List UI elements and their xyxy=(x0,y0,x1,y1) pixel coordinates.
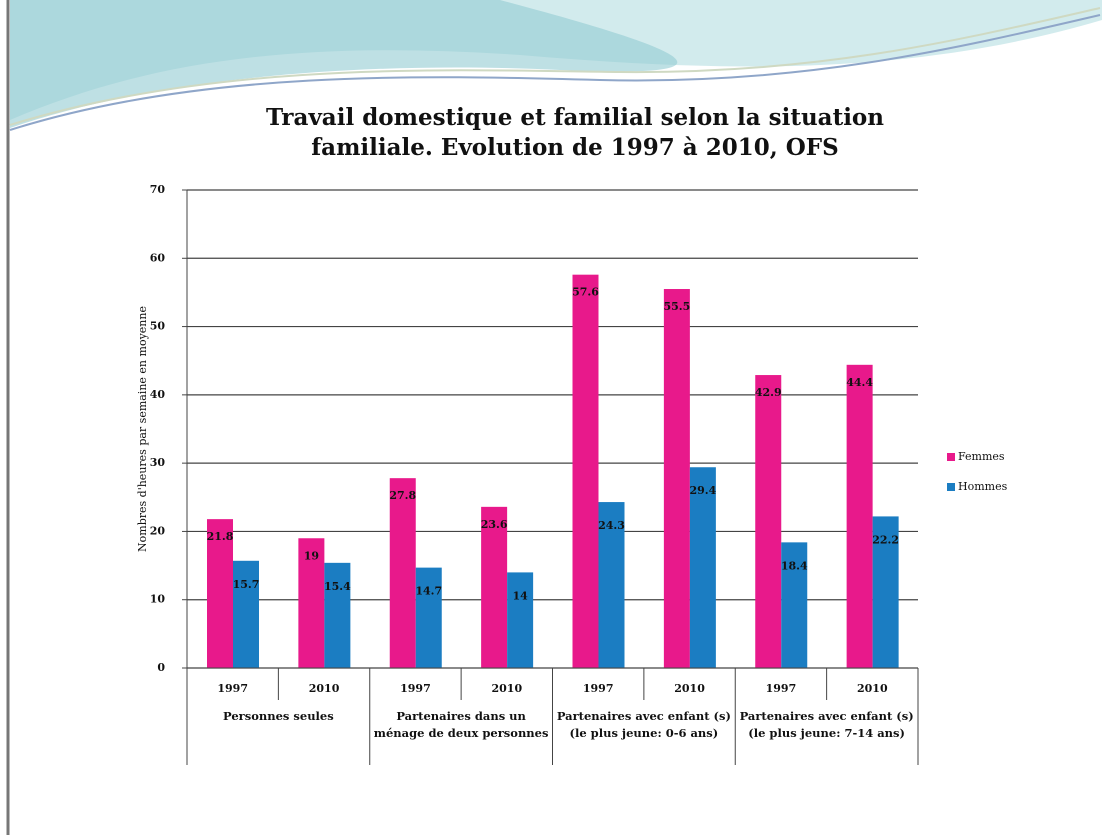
data-label: 22.2 xyxy=(872,533,899,546)
bar xyxy=(663,289,690,668)
bar xyxy=(689,467,716,668)
data-label: 15.7 xyxy=(233,578,260,591)
bar xyxy=(324,562,351,668)
x-tick-label: 2010 xyxy=(857,682,888,695)
bar xyxy=(755,375,782,668)
x-tick-label: 1997 xyxy=(400,682,431,695)
data-label: 15.4 xyxy=(324,580,351,593)
x-tick-label: 2010 xyxy=(674,682,705,695)
bar xyxy=(233,560,259,668)
x-tick-label: 2010 xyxy=(309,682,340,695)
y-tick-label: 0 xyxy=(157,661,165,674)
x-tick-label: 1997 xyxy=(766,682,797,695)
y-tick-label: 20 xyxy=(150,524,166,537)
legend-swatch xyxy=(947,483,955,491)
wave-decoration xyxy=(10,0,678,128)
y-tick-label: 50 xyxy=(150,320,166,333)
bar xyxy=(481,506,508,668)
data-label: 14 xyxy=(512,589,528,602)
group-label: Partenaires avec enfant (s) (le plus jeu… xyxy=(739,709,914,740)
data-label: 24.3 xyxy=(598,519,625,532)
chart-title: Travail domestique et familial selon la … xyxy=(265,104,884,161)
group-label: Partenaires avec enfant (s) (le plus jeu… xyxy=(556,709,731,740)
bar xyxy=(507,572,534,668)
y-tick-label: 60 xyxy=(150,251,166,264)
bar xyxy=(389,478,416,668)
data-label: 18.4 xyxy=(781,559,808,572)
legend-swatch xyxy=(947,453,955,461)
bar xyxy=(781,542,808,668)
data-label: 44.4 xyxy=(846,376,873,389)
data-label: 27.8 xyxy=(389,489,416,502)
y-tick-label: 10 xyxy=(150,593,166,606)
data-label: 42.9 xyxy=(755,386,782,399)
bar xyxy=(207,519,233,668)
data-label: 21.8 xyxy=(207,530,234,543)
wave-line xyxy=(9,7,1101,126)
bar xyxy=(598,502,625,668)
group-label: Partenaires dans un ménage de deux perso… xyxy=(373,709,549,740)
bar xyxy=(415,567,442,668)
x-tick-label: 1997 xyxy=(583,682,614,695)
bar xyxy=(846,364,873,668)
data-label: 57.6 xyxy=(572,286,599,299)
legend-label: Hommes xyxy=(958,480,1008,493)
y-tick-label: 40 xyxy=(150,388,166,401)
wave-line xyxy=(9,14,1101,131)
data-label: 14.7 xyxy=(415,585,442,598)
legend-label: Femmes xyxy=(958,450,1005,463)
group-label: Personnes seules xyxy=(223,709,334,723)
y-tick-label: 30 xyxy=(150,456,166,469)
data-label: 19 xyxy=(304,549,319,562)
data-label: 55.5 xyxy=(663,300,690,313)
x-tick-label: 1997 xyxy=(217,682,248,695)
bar xyxy=(298,538,325,668)
y-tick-label: 70 xyxy=(150,183,166,196)
bar xyxy=(572,274,599,668)
data-label: 23.6 xyxy=(481,518,508,531)
data-label: 29.4 xyxy=(689,484,716,497)
x-tick-label: 2010 xyxy=(492,682,523,695)
y-axis-label: Nombres d'heures par semaine en moyenne xyxy=(136,306,149,552)
bar xyxy=(872,516,899,668)
